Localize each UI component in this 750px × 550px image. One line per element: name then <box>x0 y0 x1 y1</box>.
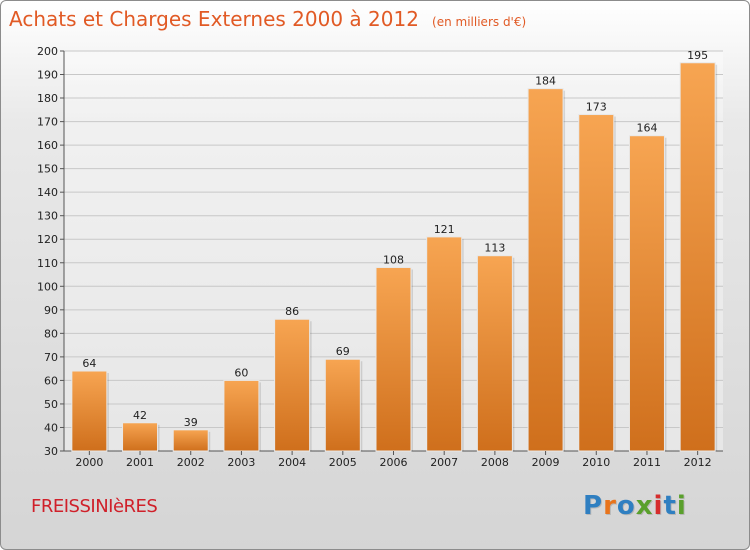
y-tick-label: 90 <box>44 304 58 317</box>
y-tick-label: 30 <box>44 445 58 458</box>
bar <box>275 319 310 451</box>
y-tick-label: 80 <box>44 327 58 340</box>
bar <box>427 237 462 451</box>
bar <box>224 380 259 451</box>
x-tick-label: 2010 <box>582 456 610 469</box>
data-label: 184 <box>535 75 556 88</box>
y-tick-label: 50 <box>44 398 58 411</box>
x-tick-label: 2012 <box>684 456 712 469</box>
x-tick-label: 2009 <box>532 456 560 469</box>
bar <box>680 63 715 451</box>
x-tick-label: 2001 <box>126 456 154 469</box>
y-tick-label: 100 <box>37 280 58 293</box>
data-label: 108 <box>383 253 404 266</box>
data-label: 173 <box>586 101 607 114</box>
y-tick-label: 180 <box>37 92 58 105</box>
x-tick-label: 2002 <box>177 456 205 469</box>
data-label: 164 <box>636 122 657 135</box>
y-tick-label: 40 <box>44 421 58 434</box>
data-label: 113 <box>484 242 505 255</box>
data-label: 69 <box>336 345 350 358</box>
y-tick-label: 70 <box>44 351 58 364</box>
commune-name: FREISSINIèRES <box>31 496 157 517</box>
x-tick-label: 2008 <box>481 456 509 469</box>
bar <box>72 371 107 451</box>
bar <box>629 136 664 451</box>
y-tick-label: 160 <box>37 139 58 152</box>
chart-frame: Achats et Charges Externes 2000 à 2012 (… <box>0 0 750 550</box>
y-tick-label: 190 <box>37 69 58 82</box>
bar <box>325 359 360 451</box>
bar <box>123 423 158 451</box>
bar <box>173 430 208 451</box>
y-tick-label: 120 <box>37 233 58 246</box>
y-tick-label: 60 <box>44 374 58 387</box>
bar <box>477 256 512 451</box>
x-tick-label: 2003 <box>227 456 255 469</box>
bar <box>528 89 563 451</box>
logo-letter: i <box>654 491 664 521</box>
x-tick-label: 2005 <box>329 456 357 469</box>
x-tick-label: 2007 <box>430 456 458 469</box>
logo-letter: i <box>677 491 687 521</box>
x-tick-label: 2004 <box>278 456 306 469</box>
y-tick-label: 130 <box>37 210 58 223</box>
x-tick-label: 2000 <box>75 456 103 469</box>
x-tick-label: 2011 <box>633 456 661 469</box>
bar-chart: 30 40 50 60 70 80 90 100 110 120 130 140 150 160 170 18… <box>1 1 749 549</box>
y-tick-label: 110 <box>37 257 58 270</box>
logo-letter: r <box>603 491 617 521</box>
bar <box>579 115 614 451</box>
data-label: 121 <box>434 223 455 236</box>
logo-letter: P <box>583 491 603 521</box>
data-label: 39 <box>184 416 198 429</box>
y-tick-label: 200 <box>37 45 58 58</box>
x-tick-label: 2006 <box>380 456 408 469</box>
logo-letter: o <box>617 491 636 521</box>
data-label: 195 <box>687 49 708 62</box>
bar <box>376 267 411 451</box>
data-label: 64 <box>82 357 96 370</box>
proxiti-logo: Proxiti <box>583 491 687 521</box>
data-label: 60 <box>234 366 248 379</box>
data-label: 86 <box>285 305 299 318</box>
logo-letter: x <box>636 491 654 521</box>
y-tick-label: 150 <box>37 163 58 176</box>
y-tick-label: 170 <box>37 116 58 129</box>
logo-letter: t <box>663 491 676 521</box>
y-tick-label: 140 <box>37 186 58 199</box>
data-label: 42 <box>133 409 147 422</box>
